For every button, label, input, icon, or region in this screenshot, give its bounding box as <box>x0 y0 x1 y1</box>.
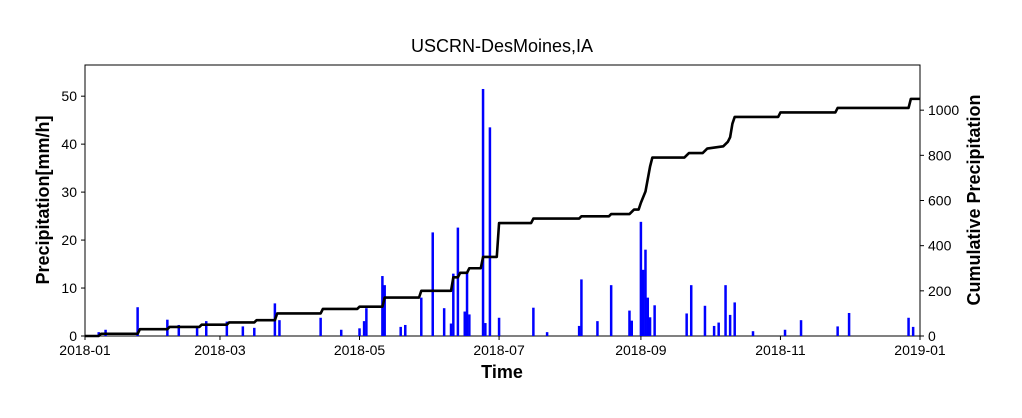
y-tick-label: 10 <box>61 280 77 296</box>
precipitation-bar <box>685 313 688 336</box>
plot-frame <box>84 64 921 337</box>
precipitation-bar <box>799 320 803 336</box>
precipitation-bar <box>365 308 368 336</box>
precipitation-bar <box>442 308 446 336</box>
precipitation-bars <box>97 88 915 336</box>
precipitation-bar <box>488 127 492 336</box>
x-tick-label: 2019-01 <box>894 342 946 358</box>
x-tick-label: 2018-11 <box>755 342 806 358</box>
precipitation-bar <box>136 307 139 336</box>
axis-ticks: 2018-01 2018-03 2018-05 2018-07 2018-09 2018-… <box>59 88 959 358</box>
y2-tick-label: 800 <box>928 147 952 163</box>
precipitation-bar <box>339 329 343 336</box>
y-tick-label: 30 <box>61 184 77 200</box>
precipitation-bar <box>630 320 633 336</box>
precipitation-bar <box>481 88 485 336</box>
precipitation-bar <box>362 321 366 336</box>
precipitation-bar <box>644 249 647 336</box>
precipitation-bar <box>836 326 839 336</box>
precipitation-bar <box>404 324 407 336</box>
precipitation-bar <box>449 323 453 336</box>
precipitation-bar <box>225 321 229 336</box>
precipitation-bar <box>456 227 460 336</box>
precipitation-bar <box>641 269 645 336</box>
precipitation-bar <box>751 331 755 336</box>
precipitation-bar <box>639 221 643 336</box>
precipitation-bar <box>628 310 631 336</box>
precipitation-bar <box>717 322 720 336</box>
y2-tick-label: 600 <box>928 193 952 209</box>
y2-tick-label: 1000 <box>928 102 959 118</box>
precipitation-bar <box>465 271 469 336</box>
precipitation-bar <box>545 332 549 336</box>
y2-tick-label: 200 <box>928 283 952 299</box>
x-tick-label: 2018-01 <box>59 342 111 358</box>
precipitation-bar <box>724 285 727 336</box>
precipitation-bar <box>420 297 423 336</box>
cumulative-precipitation-line <box>85 97 920 338</box>
precipitation-bar <box>358 328 361 336</box>
precipitation-bar <box>468 314 471 336</box>
precipitation-bar <box>532 307 535 336</box>
y-tick-label: 20 <box>61 232 77 248</box>
precipitation-bar <box>609 285 613 336</box>
precipitation-bar <box>907 317 910 336</box>
precipitation-bar <box>911 326 915 336</box>
precipitation-bar <box>596 321 599 336</box>
x-tick-label: 2018-09 <box>615 342 667 358</box>
x-tick-label: 2018-05 <box>334 342 386 358</box>
x-tick-label: 2018-07 <box>473 342 525 358</box>
precipitation-bar <box>484 323 487 336</box>
precipitation-bar <box>383 285 386 336</box>
precipitation-bar <box>452 273 455 336</box>
cumulative-line-layer <box>85 97 920 338</box>
y-tick-label: 40 <box>61 136 77 152</box>
chart-title: USCRN-DesMoines,IA <box>411 36 593 56</box>
y-tick-label: 0 <box>69 328 77 344</box>
precipitation-bar <box>689 285 693 336</box>
precipitation-bar <box>97 332 100 336</box>
precipitation-bar <box>577 325 581 336</box>
precipitation-bar <box>653 305 656 336</box>
precipitation-bar <box>177 324 181 336</box>
precipitation-bar <box>278 320 281 336</box>
precipitation-bar <box>646 297 650 336</box>
precipitation-bar <box>728 314 732 336</box>
y2-tick-label: 400 <box>928 238 952 254</box>
precipitation-bar <box>205 321 208 336</box>
y2-axis-label: Cumulative Precipitation <box>964 94 984 305</box>
y-tick-label: 50 <box>61 88 77 104</box>
precipitation-bar <box>319 317 322 336</box>
precipitation-bar <box>703 305 707 336</box>
precipitation-bar <box>497 317 501 336</box>
x-axis-label: Time <box>481 362 523 382</box>
precipitation-bar <box>847 312 851 336</box>
precipitation-bar <box>241 326 245 336</box>
precipitation-bar <box>463 311 466 336</box>
precipitation-bar <box>580 279 583 336</box>
precipitation-bar <box>733 302 736 336</box>
precipitation-bar <box>399 326 402 336</box>
precipitation-bar <box>431 232 434 336</box>
precipitation-bar <box>712 325 716 336</box>
precipitation-bar <box>195 327 199 336</box>
y2-tick-label: 0 <box>928 328 936 344</box>
x-tick-label: 2018-03 <box>194 342 246 358</box>
y-axis-label: Precipitation[mm/h] <box>33 115 53 284</box>
precipitation-bar <box>253 327 256 336</box>
precipitation-bar <box>783 329 787 336</box>
precipitation-bar <box>648 317 652 336</box>
